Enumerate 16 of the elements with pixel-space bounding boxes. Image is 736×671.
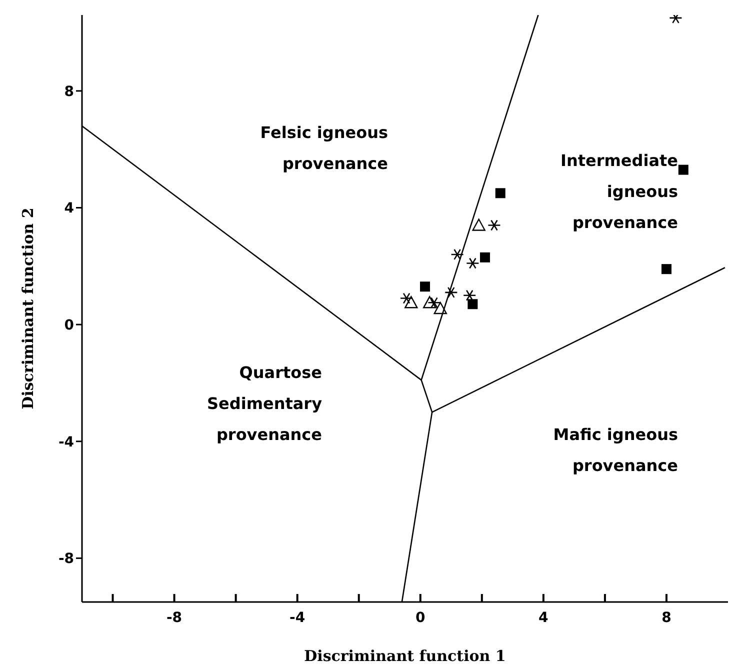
x-tick-label: -4 [290,610,306,626]
y-tick-label: 8 [64,84,74,100]
y-tick-label: -4 [58,434,74,450]
y-axis-title: Discriminant function 2 [19,208,37,410]
x-tick-label: 4 [538,610,549,626]
x-tick-label: 8 [662,610,672,626]
y-tick-label: -8 [58,551,74,568]
x-tick-label: -8 [166,610,182,626]
annotation: Felsic igneous provenance [260,123,388,173]
x-tick-label: 0 [416,610,426,626]
annotation: Mafic igneous provenance [553,425,678,475]
y-tick-label: 0 [64,318,74,334]
x-axis-title: Discriminant function 1 [304,647,506,665]
y-tick-label: 4 [64,200,74,217]
annotation: Intermediate igneous provenance [560,151,678,232]
annotation: Quartose Sedimentary provenance [207,363,323,444]
